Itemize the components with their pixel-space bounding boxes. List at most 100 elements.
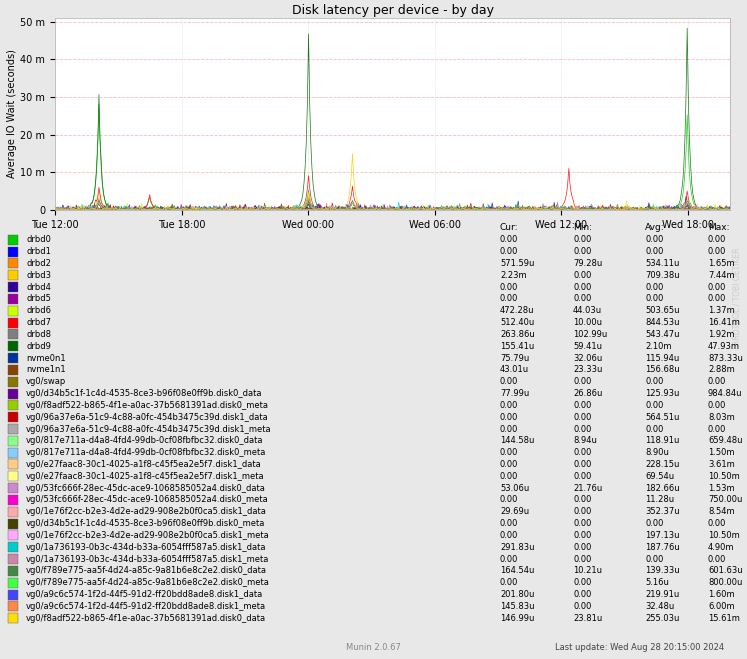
Text: 146.99u: 146.99u — [500, 614, 534, 623]
Text: drbd4: drbd4 — [26, 283, 51, 292]
Text: RRDTOOL / TOBI OETIKER: RRDTOOL / TOBI OETIKER — [733, 248, 742, 345]
Text: 44.03u: 44.03u — [573, 306, 602, 315]
Text: 659.48u: 659.48u — [708, 436, 743, 445]
Text: 201.80u: 201.80u — [500, 590, 534, 599]
Text: 255.03u: 255.03u — [645, 614, 679, 623]
Text: 8.54m: 8.54m — [708, 507, 734, 516]
Text: 0.00: 0.00 — [573, 519, 592, 528]
Text: 0.00: 0.00 — [573, 247, 592, 256]
Text: vg0/1e76f2cc-b2e3-4d2e-ad29-908e2b0f0ca5.disk1_meta: vg0/1e76f2cc-b2e3-4d2e-ad29-908e2b0f0ca5… — [26, 531, 270, 540]
Text: 32.48u: 32.48u — [645, 602, 675, 611]
Text: drbd2: drbd2 — [26, 259, 51, 268]
Text: 8.90u: 8.90u — [645, 448, 669, 457]
Text: 102.99u: 102.99u — [573, 330, 607, 339]
Text: 1.50m: 1.50m — [708, 448, 734, 457]
Text: drbd5: drbd5 — [26, 295, 51, 303]
Text: 1.60m: 1.60m — [708, 590, 734, 599]
Text: 10.50m: 10.50m — [708, 472, 740, 481]
Text: 15.61m: 15.61m — [708, 614, 740, 623]
Text: 0.00: 0.00 — [708, 424, 726, 434]
Text: 0.00: 0.00 — [573, 460, 592, 469]
Text: 0.00: 0.00 — [708, 295, 726, 303]
Text: 0.00: 0.00 — [645, 555, 663, 563]
Text: 59.41u: 59.41u — [573, 342, 602, 351]
Text: 512.40u: 512.40u — [500, 318, 534, 327]
Text: 534.11u: 534.11u — [645, 259, 679, 268]
Text: drbd3: drbd3 — [26, 271, 51, 280]
Text: 0.00: 0.00 — [500, 377, 518, 386]
Text: Avg:: Avg: — [645, 223, 665, 233]
Text: vg0/e27faac8-30c1-4025-a1f8-c45f5ea2e5f7.disk1_data: vg0/e27faac8-30c1-4025-a1f8-c45f5ea2e5f7… — [26, 460, 261, 469]
Text: vg0/817e711a-d4a8-4fd4-99db-0cf08fbfbc32.disk0_meta: vg0/817e711a-d4a8-4fd4-99db-0cf08fbfbc32… — [26, 448, 267, 457]
Text: 984.84u: 984.84u — [708, 389, 743, 398]
Text: 0.00: 0.00 — [573, 413, 592, 422]
Text: 0.00: 0.00 — [708, 401, 726, 410]
Text: 118.91u: 118.91u — [645, 436, 679, 445]
Text: 1.37m: 1.37m — [708, 306, 735, 315]
Text: drbd7: drbd7 — [26, 318, 51, 327]
Text: 543.47u: 543.47u — [645, 330, 680, 339]
Text: 0.00: 0.00 — [708, 247, 726, 256]
Text: vg0/1a736193-0b3c-434d-b33a-6054fff587a5.disk1_meta: vg0/1a736193-0b3c-434d-b33a-6054fff587a5… — [26, 555, 270, 563]
Text: nvme1n1: nvme1n1 — [26, 365, 66, 374]
Text: 0.00: 0.00 — [500, 413, 518, 422]
Title: Disk latency per device - by day: Disk latency per device - by day — [291, 4, 494, 17]
Text: 0.00: 0.00 — [645, 401, 663, 410]
Text: 0.00: 0.00 — [645, 247, 663, 256]
Text: 21.76u: 21.76u — [573, 484, 602, 493]
Text: Max:: Max: — [708, 223, 730, 233]
Text: vg0/1e76f2cc-b2e3-4d2e-ad29-908e2b0f0ca5.disk1_data: vg0/1e76f2cc-b2e3-4d2e-ad29-908e2b0f0ca5… — [26, 507, 267, 516]
Text: 139.33u: 139.33u — [645, 566, 680, 575]
Text: 873.33u: 873.33u — [708, 354, 743, 362]
Text: 0.00: 0.00 — [645, 283, 663, 292]
Text: vg0/a9c6c574-1f2d-44f5-91d2-ff20bdd8ade8.disk1_meta: vg0/a9c6c574-1f2d-44f5-91d2-ff20bdd8ade8… — [26, 602, 266, 611]
Text: 0.00: 0.00 — [573, 283, 592, 292]
Text: vg0/53fc666f-28ec-45dc-ace9-1068585052a4.disk0_meta: vg0/53fc666f-28ec-45dc-ace9-1068585052a4… — [26, 496, 269, 504]
Text: 0.00: 0.00 — [500, 578, 518, 587]
Text: 0.00: 0.00 — [500, 401, 518, 410]
Text: 1.53m: 1.53m — [708, 484, 734, 493]
Text: 69.54u: 69.54u — [645, 472, 674, 481]
Text: 115.94u: 115.94u — [645, 354, 679, 362]
Text: 16.41m: 16.41m — [708, 318, 740, 327]
Text: vg0/a9c6c574-1f2d-44f5-91d2-ff20bdd8ade8.disk1_data: vg0/a9c6c574-1f2d-44f5-91d2-ff20bdd8ade8… — [26, 590, 263, 599]
Text: 145.83u: 145.83u — [500, 602, 535, 611]
Text: 4.90m: 4.90m — [708, 543, 734, 552]
Text: drbd1: drbd1 — [26, 247, 51, 256]
Text: 472.28u: 472.28u — [500, 306, 535, 315]
Text: 0.00: 0.00 — [708, 283, 726, 292]
Text: vg0/f789e775-aa5f-4d24-a85c-9a81b6e8c2e2.disk0_meta: vg0/f789e775-aa5f-4d24-a85c-9a81b6e8c2e2… — [26, 578, 270, 587]
Text: vg0/f8adf522-b865-4f1e-a0ac-37b5681391ad.disk0_meta: vg0/f8adf522-b865-4f1e-a0ac-37b5681391ad… — [26, 401, 269, 410]
Text: 0.00: 0.00 — [573, 543, 592, 552]
Text: 77.99u: 77.99u — [500, 389, 530, 398]
Text: vg0/f8adf522-b865-4f1e-a0ac-37b5681391ad.disk0_data: vg0/f8adf522-b865-4f1e-a0ac-37b5681391ad… — [26, 614, 266, 623]
Text: Last update: Wed Aug 28 20:15:00 2024: Last update: Wed Aug 28 20:15:00 2024 — [556, 643, 725, 652]
Text: 0.00: 0.00 — [500, 519, 518, 528]
Text: 6.00m: 6.00m — [708, 602, 734, 611]
Text: 156.68u: 156.68u — [645, 365, 680, 374]
Text: 23.33u: 23.33u — [573, 365, 602, 374]
Text: 0.00: 0.00 — [573, 578, 592, 587]
Text: 0.00: 0.00 — [500, 235, 518, 244]
Text: 182.66u: 182.66u — [645, 484, 680, 493]
Text: 8.94u: 8.94u — [573, 436, 597, 445]
Text: drbd0: drbd0 — [26, 235, 51, 244]
Text: 53.06u: 53.06u — [500, 484, 530, 493]
Text: 0.00: 0.00 — [573, 472, 592, 481]
Text: 844.53u: 844.53u — [645, 318, 680, 327]
Text: 0.00: 0.00 — [645, 377, 663, 386]
Text: 3.61m: 3.61m — [708, 460, 735, 469]
Text: vg0/swap: vg0/swap — [26, 377, 66, 386]
Text: drbd8: drbd8 — [26, 330, 51, 339]
Text: 1.65m: 1.65m — [708, 259, 734, 268]
Text: vg0/f789e775-aa5f-4d24-a85c-9a81b6e8c2e2.disk0_data: vg0/f789e775-aa5f-4d24-a85c-9a81b6e8c2e2… — [26, 566, 267, 575]
Text: 0.00: 0.00 — [573, 602, 592, 611]
Text: 0.00: 0.00 — [500, 472, 518, 481]
Text: 5.16u: 5.16u — [645, 578, 669, 587]
Text: 0.00: 0.00 — [573, 377, 592, 386]
Text: 0.00: 0.00 — [573, 424, 592, 434]
Text: 7.44m: 7.44m — [708, 271, 734, 280]
Text: 0.00: 0.00 — [708, 377, 726, 386]
Text: Cur:: Cur: — [500, 223, 518, 233]
Text: 8.03m: 8.03m — [708, 413, 735, 422]
